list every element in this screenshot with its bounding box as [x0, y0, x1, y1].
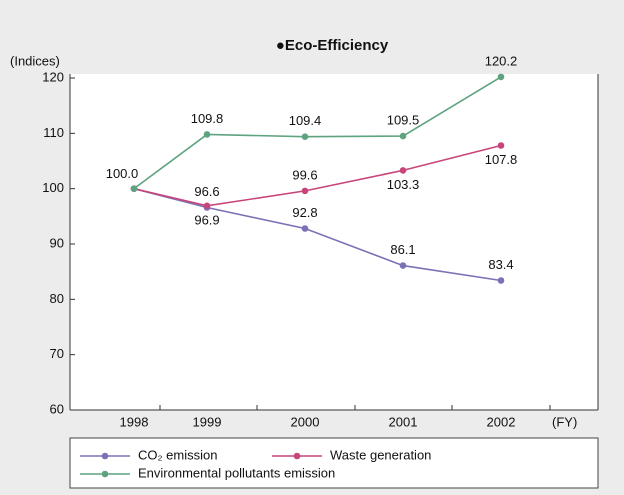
x-tick-label: 1999: [193, 414, 222, 429]
point: [399, 132, 407, 140]
chart-title: ●Eco-Efficiency: [276, 37, 389, 54]
point: [301, 225, 309, 232]
point: [399, 167, 407, 174]
data-label: 109.5: [387, 113, 420, 128]
y-tick-label: 60: [50, 401, 64, 416]
data-label: 96.6: [194, 184, 219, 199]
data-label: 92.8: [292, 205, 317, 220]
point: [497, 142, 505, 149]
data-label: 99.6: [292, 167, 317, 182]
legend-marker: [101, 470, 109, 478]
legend-label: Waste generation: [330, 447, 431, 462]
legend-marker: [293, 452, 301, 460]
data-label: 100.0: [106, 166, 139, 181]
legend-marker: [101, 452, 109, 460]
x-tick-label: 2002: [487, 414, 516, 429]
data-label: 83.4: [488, 257, 513, 272]
data-label: 86.1: [390, 242, 415, 257]
y-tick-label: 120: [42, 69, 64, 84]
data-label: 103.3: [387, 177, 420, 192]
y-tick-label: 90: [50, 235, 64, 250]
y-tick-label: 70: [50, 346, 64, 361]
legend: [69, 437, 599, 489]
data-label: 109.4: [289, 113, 322, 128]
data-label: 107.8: [485, 152, 518, 167]
x-tick-label: 2000: [291, 414, 320, 429]
point: [301, 187, 309, 195]
data-label: 109.8: [191, 111, 224, 126]
y-tick-label: 110: [43, 125, 64, 140]
point: [497, 277, 505, 284]
point: [203, 202, 211, 210]
point: [203, 131, 211, 138]
x-axis-label: (FY): [552, 414, 577, 429]
point: [497, 73, 505, 81]
y-tick-label: 100: [42, 180, 64, 195]
point: [399, 262, 407, 269]
x-tick-label: 1998: [120, 414, 149, 429]
legend-label: Environmental pollutants emission: [138, 465, 335, 480]
point: [130, 185, 138, 192]
data-label: 120.2: [485, 53, 518, 68]
plot-area: [70, 74, 598, 410]
data-label: 96.9: [194, 212, 219, 227]
point: [301, 133, 309, 140]
y-tick-label: 80: [50, 291, 64, 306]
legend-label: CO₂ emission: [138, 447, 217, 462]
y-axis-label: (Indices): [10, 53, 60, 68]
x-tick-label: 2001: [389, 414, 418, 429]
